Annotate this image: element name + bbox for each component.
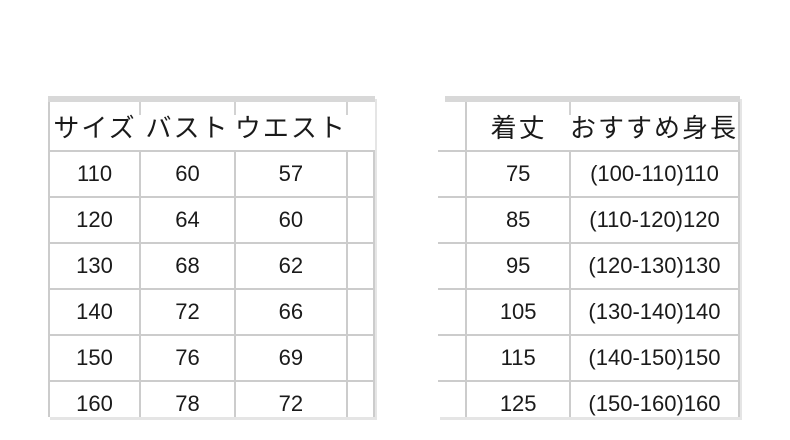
cell-size: 120 <box>48 196 142 244</box>
length-height-table: 着丈 おすすめ身長 75 (100-110)110 85 (110-120)12… <box>438 102 740 417</box>
cell-height: (110-120)120 <box>568 196 740 244</box>
header-row: 着丈 おすすめ身長 <box>438 102 740 152</box>
header-length: 着丈 <box>465 102 572 152</box>
table-row: 85 (110-120)120 <box>438 196 740 244</box>
cell-height: (130-140)140 <box>568 288 740 336</box>
cell-cropped <box>438 196 468 244</box>
cell-cropped <box>438 150 468 198</box>
cell-bust: 64 <box>139 196 236 244</box>
cell-length: 115 <box>465 334 571 382</box>
header-row: サイズ バスト ウエスト <box>48 102 374 152</box>
cell-height: (140-150)150 <box>568 334 740 382</box>
cell-size: 140 <box>48 288 142 336</box>
table-top-band <box>48 96 375 102</box>
table-row: 160 78 72 <box>48 380 375 417</box>
table-row: 140 72 66 <box>48 288 375 336</box>
table-row: 120 64 60 <box>48 196 375 244</box>
header-waist: ウエスト <box>234 102 348 152</box>
cell-cropped <box>345 380 375 417</box>
cell-height: (120-130)130 <box>568 242 740 290</box>
header-bust: バスト <box>140 102 236 152</box>
cell-cropped <box>345 242 375 290</box>
header-size: サイズ <box>48 102 143 152</box>
table-row: 105 (130-140)140 <box>438 288 740 336</box>
cell-length: 105 <box>465 288 571 336</box>
cell-waist: 69 <box>233 334 348 382</box>
cell-length: 95 <box>465 242 571 290</box>
table-row: 150 76 69 <box>48 334 375 382</box>
cell-bust: 72 <box>139 288 236 336</box>
cell-cropped <box>438 380 468 417</box>
header-recommended-height: おすすめ身長 <box>569 102 740 152</box>
cell-waist: 62 <box>233 242 348 290</box>
cell-cropped <box>345 334 375 382</box>
cell-length: 125 <box>465 380 571 417</box>
cell-size: 110 <box>48 150 142 198</box>
cell-bust: 68 <box>139 242 236 290</box>
size-bust-waist-table: サイズ バスト ウエスト 110 60 57 120 64 60 130 68 … <box>48 102 375 417</box>
cell-bust: 60 <box>139 150 236 198</box>
cell-height: (150-160)160 <box>568 380 740 417</box>
cell-cropped <box>345 196 375 244</box>
cell-waist: 57 <box>233 150 348 198</box>
table-row: 130 68 62 <box>48 242 375 290</box>
cell-cropped <box>345 150 375 198</box>
table-top-band <box>445 96 740 102</box>
cell-bust: 78 <box>139 380 236 417</box>
cell-length: 75 <box>465 150 571 198</box>
table-row: 125 (150-160)160 <box>438 380 740 417</box>
table-row: 110 60 57 <box>48 150 375 198</box>
table-row: 95 (120-130)130 <box>438 242 740 290</box>
size-table-left: サイズ バスト ウエスト 110 60 57 120 64 60 130 68 … <box>48 96 375 417</box>
cell-size: 150 <box>48 334 142 382</box>
table-row: 75 (100-110)110 <box>438 150 740 198</box>
table-row: 115 (140-150)150 <box>438 334 740 382</box>
cell-waist: 66 <box>233 288 348 336</box>
cell-size: 160 <box>48 380 142 417</box>
cell-cropped <box>438 288 468 336</box>
cell-waist: 72 <box>233 380 348 417</box>
size-table-right: 着丈 おすすめ身長 75 (100-110)110 85 (110-120)12… <box>438 96 740 417</box>
header-cropped <box>346 102 374 152</box>
header-cropped <box>438 102 467 152</box>
cell-cropped <box>345 288 375 336</box>
cell-cropped <box>438 334 468 382</box>
cell-height: (100-110)110 <box>568 150 740 198</box>
cell-cropped <box>438 242 468 290</box>
cell-length: 85 <box>465 196 571 244</box>
cell-size: 130 <box>48 242 142 290</box>
cell-waist: 60 <box>233 196 348 244</box>
cell-bust: 76 <box>139 334 236 382</box>
